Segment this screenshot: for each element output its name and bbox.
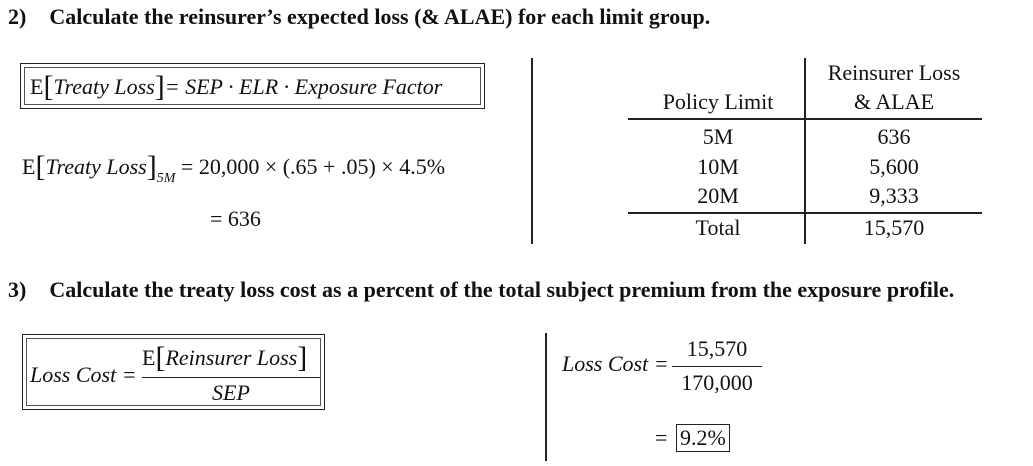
q3-calc-fraction-bar <box>672 366 762 368</box>
bracket-right: ] <box>297 341 308 374</box>
q3-calc-numerator: 15,570 <box>686 336 748 361</box>
table-header-policy-limit: Policy Limit <box>662 89 774 114</box>
q2-calc: E[Treaty Loss]5M = 20,000 × (.65 + .05) … <box>22 148 446 186</box>
table-row-value: 636 <box>877 124 911 149</box>
q2-formula-rhs: = SEP · ELR · Exposure Factor <box>164 74 443 99</box>
q3-formula-fraction-bar <box>142 377 320 379</box>
q2-calc-rhs: = 20,000 × (.65 + .05) × 4.5% <box>180 154 446 179</box>
q3-formula-box <box>22 334 325 410</box>
q3-heading: 3) Calculate the treaty loss cost as a p… <box>8 277 954 303</box>
q2-formula-box-inner <box>24 67 481 105</box>
q3-result-box: 9.2% <box>676 424 730 452</box>
q3-number: 3) <box>8 277 27 302</box>
q2-formula-term: Treaty Loss <box>53 74 155 99</box>
table-header-reinsurer-loss: Reinsurer Loss <box>827 60 961 85</box>
q3-formula-lhs: Loss Cost = <box>30 362 137 387</box>
q2-number: 2) <box>8 4 27 29</box>
bracket-left: [ <box>43 70 54 103</box>
q2-heading: 2) Calculate the reinsurer’s expected lo… <box>8 4 710 30</box>
q2-formula-box <box>20 63 485 109</box>
q3-formula-numerator: E[Reinsurer Loss] <box>142 339 308 374</box>
q2-divider <box>531 58 533 244</box>
q3-formula-box-inner <box>26 338 321 406</box>
bracket-right: ] <box>146 150 157 183</box>
table-column-divider <box>804 58 806 244</box>
q3-formula-denominator: SEP <box>212 380 250 405</box>
bracket-left: [ <box>155 341 166 374</box>
q2-text: Calculate the reinsurer’s expected loss … <box>49 4 711 29</box>
q2-calc-term: Treaty Loss <box>45 154 147 179</box>
bracket-left: [ <box>35 150 46 183</box>
q3-result-value: 9.2% <box>680 425 726 450</box>
q2-calc-subscript: 5M <box>156 171 176 186</box>
q2-formula-e: E <box>30 74 44 99</box>
q3-formula-e: E <box>142 345 156 370</box>
q3-calc-lhs: Loss Cost = <box>562 351 669 376</box>
q2-formula: E[Treaty Loss]= SEP · ELR · Exposure Fac… <box>30 68 443 103</box>
table-row-limit: 10M <box>697 154 739 179</box>
q2-calc-result: = 636 <box>210 206 261 231</box>
q3-divider <box>545 333 547 461</box>
q3-text: Calculate the treaty loss cost as a perc… <box>49 277 955 302</box>
q3-calc-equals: = <box>655 425 668 450</box>
table-total-label: Total <box>695 215 741 240</box>
table-row-limit: 5M <box>702 124 734 149</box>
q3-calc-denominator: 170,000 <box>681 370 753 395</box>
table-total-rule <box>628 212 982 214</box>
table-total-value: 15,570 <box>863 215 925 240</box>
table-row-value: 5,600 <box>869 154 919 179</box>
table-row-value: 9,333 <box>869 183 919 208</box>
table-row-limit: 20M <box>697 183 739 208</box>
q3-formula-term: Reinsurer Loss <box>165 345 298 370</box>
bracket-right: ] <box>154 70 165 103</box>
q2-calc-e: E <box>22 154 36 179</box>
table-header-alae: & ALAE <box>853 89 935 114</box>
